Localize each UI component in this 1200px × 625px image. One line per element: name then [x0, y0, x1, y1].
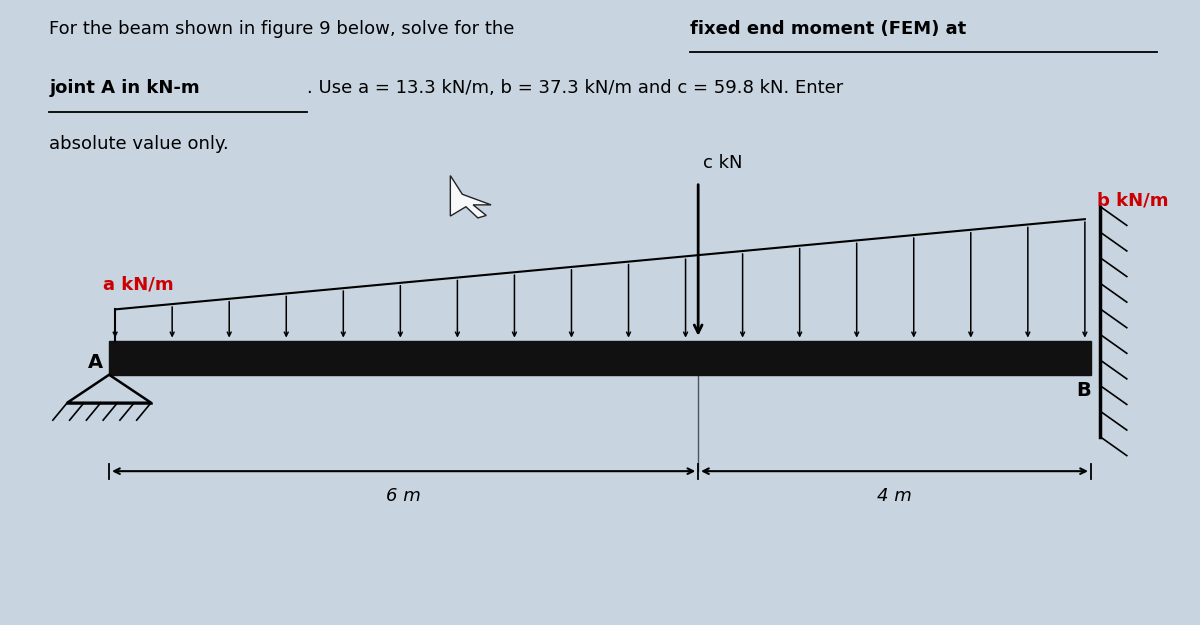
Text: . Use a = 13.3 kN/m, b = 37.3 kN/m and c = 59.8 kN. Enter: . Use a = 13.3 kN/m, b = 37.3 kN/m and c… [307, 79, 842, 97]
Text: B: B [1076, 381, 1091, 400]
Text: For the beam shown in figure 9 below, solve for the: For the beam shown in figure 9 below, so… [49, 20, 521, 38]
Bar [109, 341, 1091, 375]
Text: 4 m: 4 m [877, 487, 912, 505]
Text: fixed end moment (FEM) at: fixed end moment (FEM) at [690, 20, 966, 38]
Text: joint A in kN-m: joint A in kN-m [49, 79, 200, 97]
Text: 6 m: 6 m [386, 487, 421, 505]
Text: c kN: c kN [703, 154, 743, 173]
Text: a kN/m: a kN/m [103, 276, 174, 294]
Text: A: A [88, 352, 103, 372]
Polygon shape [450, 176, 491, 218]
Text: b kN/m: b kN/m [1097, 191, 1169, 209]
Text: absolute value only.: absolute value only. [49, 135, 229, 153]
